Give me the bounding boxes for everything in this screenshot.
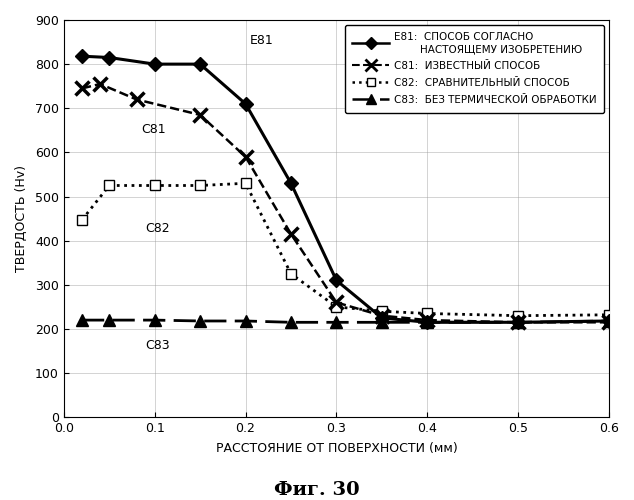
Text: C83: C83 bbox=[146, 339, 170, 352]
Y-axis label: ТВЕРДОСТЬ (Hv): ТВЕРДОСТЬ (Hv) bbox=[15, 165, 28, 272]
Text: C82: C82 bbox=[146, 222, 170, 235]
Text: E81: E81 bbox=[250, 34, 274, 48]
Text: C81: C81 bbox=[141, 122, 165, 136]
X-axis label: РАССТОЯНИЕ ОТ ПОВЕРХНОСТИ (мм): РАССТОЯНИЕ ОТ ПОВЕРХНОСТИ (мм) bbox=[216, 442, 457, 455]
Legend: E81:  СПОСОБ СОГЛАСНО
        НАСТОЯЩЕМУ ИЗОБРЕТЕНИЮ, C81:  ИЗВЕСТНЫЙ СПОСОБ, C8: E81: СПОСОБ СОГЛАСНО НАСТОЯЩЕМУ ИЗОБРЕТЕ… bbox=[345, 25, 604, 112]
Text: Фиг. 30: Фиг. 30 bbox=[274, 481, 360, 499]
